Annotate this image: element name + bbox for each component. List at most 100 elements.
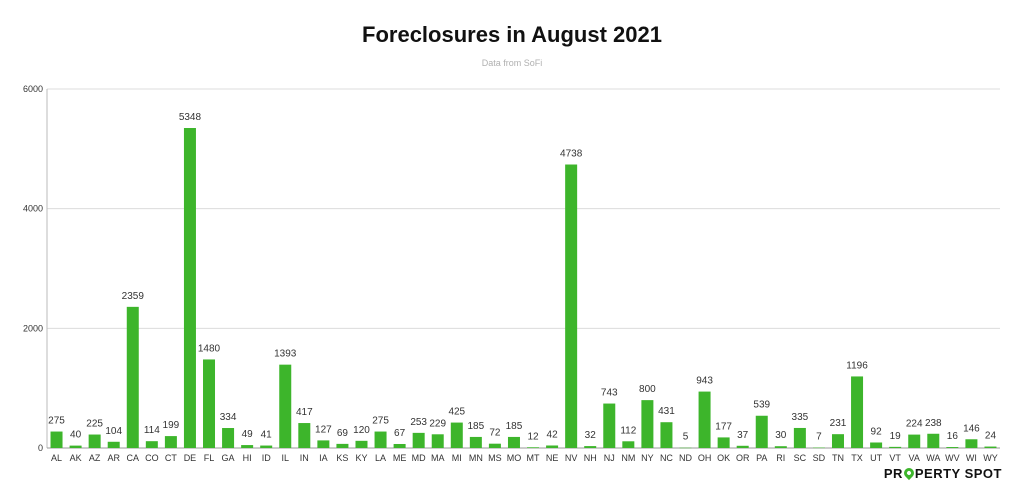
x-tick-label: SD — [813, 453, 826, 463]
x-tick-label: MA — [431, 453, 445, 463]
data-label: 231 — [830, 418, 847, 429]
bar-ne — [546, 445, 559, 448]
data-label: 539 — [753, 400, 770, 411]
bar-sc — [793, 427, 806, 448]
data-label: 185 — [468, 421, 485, 432]
bar-ny — [641, 400, 654, 448]
x-tick-label: DE — [184, 453, 197, 463]
data-label: 120 — [353, 425, 370, 436]
bar-mn — [469, 436, 482, 448]
bar-in — [298, 423, 311, 448]
data-label: 431 — [658, 406, 675, 417]
bar-pa — [755, 415, 768, 448]
x-tick-label: PA — [756, 453, 767, 463]
bar-ut — [870, 442, 883, 448]
x-tick-label: KS — [336, 453, 348, 463]
x-tick-label: ND — [679, 453, 692, 463]
x-tick-label: VA — [909, 453, 920, 463]
x-tick-label: KY — [355, 453, 367, 463]
x-tick-label: NJ — [604, 453, 615, 463]
data-label: 275 — [48, 416, 65, 427]
data-label: 69 — [337, 428, 349, 439]
logo-text-end: PERTY SPOT — [914, 466, 1002, 481]
x-tick-label: CA — [127, 453, 140, 463]
bar-wa — [927, 433, 940, 448]
x-tick-label: TX — [851, 453, 863, 463]
data-label: 225 — [86, 419, 103, 430]
bar-de — [183, 128, 196, 448]
bar-nv — [565, 164, 578, 448]
bar-tn — [831, 434, 844, 448]
bar-il — [279, 364, 292, 448]
bar-mo — [507, 436, 520, 448]
data-label: 417 — [296, 407, 313, 418]
data-label: 32 — [585, 430, 597, 441]
bar-ri — [774, 446, 787, 448]
data-label: 4738 — [560, 149, 583, 160]
data-label: 238 — [925, 418, 942, 429]
x-tick-label: FL — [204, 453, 215, 463]
x-tick-label: MN — [469, 453, 483, 463]
x-tick-label: WV — [945, 453, 960, 463]
bar-md — [412, 432, 425, 448]
bar-id — [260, 445, 273, 448]
x-tick-label: MI — [452, 453, 462, 463]
data-label: 42 — [547, 429, 559, 440]
data-label: 224 — [906, 419, 923, 430]
data-label: 104 — [105, 426, 122, 437]
data-label: 199 — [163, 420, 180, 431]
x-tick-label: IA — [319, 453, 328, 463]
data-label: 2359 — [122, 291, 145, 302]
x-tick-label: HI — [243, 453, 252, 463]
x-tick-label: LA — [375, 453, 386, 463]
data-label: 30 — [775, 430, 787, 441]
x-tick-label: MT — [527, 453, 540, 463]
x-tick-label: TN — [832, 453, 844, 463]
x-tick-label: WY — [983, 453, 998, 463]
property-spot-logo: PR PERTY SPOT — [883, 465, 1002, 481]
x-tick-label: VT — [889, 453, 901, 463]
x-tick-label: OK — [717, 453, 730, 463]
bar-sd — [812, 447, 825, 449]
data-label: 229 — [429, 418, 446, 429]
bar-vt — [889, 446, 902, 448]
data-label: 5 — [683, 432, 689, 443]
data-label: 127 — [315, 424, 332, 435]
bar-hi — [241, 445, 254, 448]
data-label: 49 — [242, 429, 254, 440]
x-tick-label: IL — [281, 453, 289, 463]
bar-al — [50, 431, 63, 448]
bar-or — [736, 445, 749, 448]
bar-az — [88, 434, 101, 448]
bar-tx — [851, 376, 864, 448]
bar-ky — [355, 440, 368, 448]
data-label: 275 — [372, 416, 389, 427]
x-tick-label: GA — [222, 453, 235, 463]
data-label: 1196 — [846, 360, 868, 371]
x-tick-label: AR — [107, 453, 120, 463]
x-tick-label: WI — [966, 453, 977, 463]
data-label: 24 — [985, 431, 997, 442]
bar-me — [393, 443, 406, 448]
data-label: 12 — [527, 431, 539, 442]
data-label: 253 — [410, 417, 427, 428]
x-tick-label: CO — [145, 453, 159, 463]
data-label: 743 — [601, 388, 618, 399]
x-tick-label: RI — [776, 453, 785, 463]
y-tick-label: 6000 — [23, 84, 43, 94]
bar-fl — [203, 359, 216, 448]
data-label: 7 — [816, 432, 822, 443]
data-label: 37 — [737, 430, 749, 441]
bar-nm — [622, 441, 635, 448]
chart-title: Foreclosures in August 2021 — [362, 22, 662, 47]
x-tick-label: NM — [621, 453, 635, 463]
logo-text-start: PR — [883, 466, 903, 481]
data-label: 19 — [890, 431, 902, 442]
bar-ma — [431, 434, 444, 448]
x-tick-label: MS — [488, 453, 502, 463]
bar-ms — [488, 443, 501, 448]
x-tick-label: IN — [300, 453, 309, 463]
data-label: 425 — [448, 407, 465, 418]
x-tick-label: AZ — [89, 453, 101, 463]
bar-ca — [126, 306, 139, 448]
